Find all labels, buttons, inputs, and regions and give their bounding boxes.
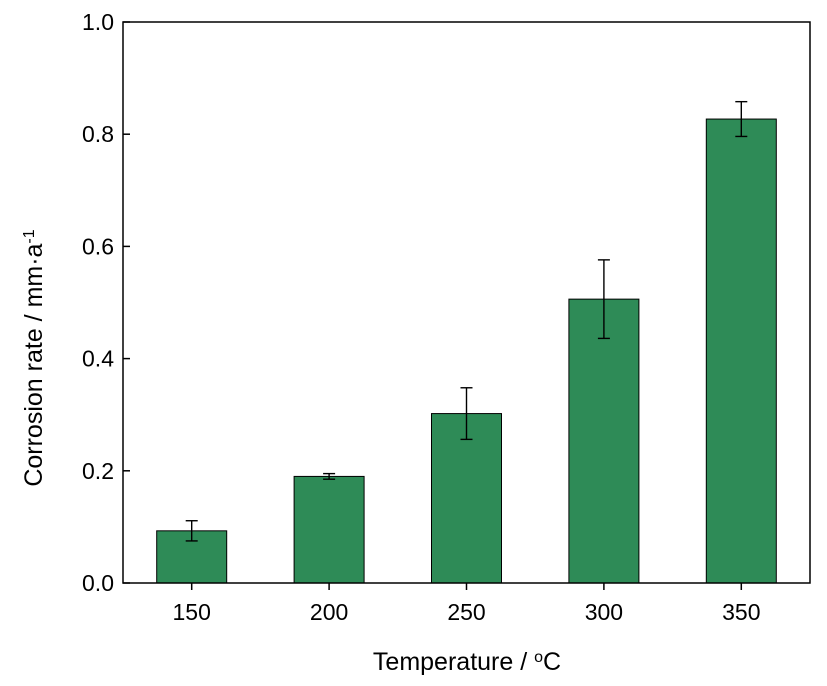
bar-350 (705, 118, 777, 584)
x-axis: 150 200 250 300 350 (173, 583, 760, 625)
y-tick-label: 1.0 (82, 9, 114, 35)
y-tick-label: 0.0 (82, 570, 114, 596)
x-tick-label: 300 (585, 599, 623, 625)
error-bar-350 (735, 100, 748, 138)
x-axis-title-tail: C (543, 648, 561, 676)
y-axis: 0.0 0.2 0.4 0.6 0.8 1.0 (82, 9, 130, 596)
error-bar-200 (323, 472, 336, 480)
error-bar-250 (460, 387, 473, 441)
x-tick-label: 200 (310, 599, 348, 625)
x-axis-title-sup: o (534, 649, 543, 666)
x-axis-title: Temperature / oC (373, 648, 561, 676)
y-tick-label: 0.2 (82, 458, 114, 484)
x-axis-title-main: Temperature / (373, 648, 534, 676)
x-tick-label: 250 (447, 599, 485, 625)
y-axis-title: Corrosion rate / mm·a-1 (20, 229, 48, 486)
error-bar-300 (597, 259, 610, 340)
bar-200 (293, 475, 365, 584)
y-axis-title-main: Corrosion rate / mm·a (20, 243, 48, 486)
bars-group (156, 118, 777, 584)
error-bar-150 (185, 520, 198, 542)
y-tick-label: 0.6 (82, 233, 114, 259)
y-tick-label: 0.4 (82, 346, 114, 372)
y-tick-label: 0.8 (82, 121, 114, 147)
bar-250 (431, 413, 502, 584)
error-bars-group (185, 100, 748, 542)
x-tick-label: 150 (173, 599, 211, 625)
x-tick-label: 350 (722, 599, 760, 625)
y-axis-title-sup: -1 (21, 229, 38, 243)
bar-300 (568, 298, 640, 584)
